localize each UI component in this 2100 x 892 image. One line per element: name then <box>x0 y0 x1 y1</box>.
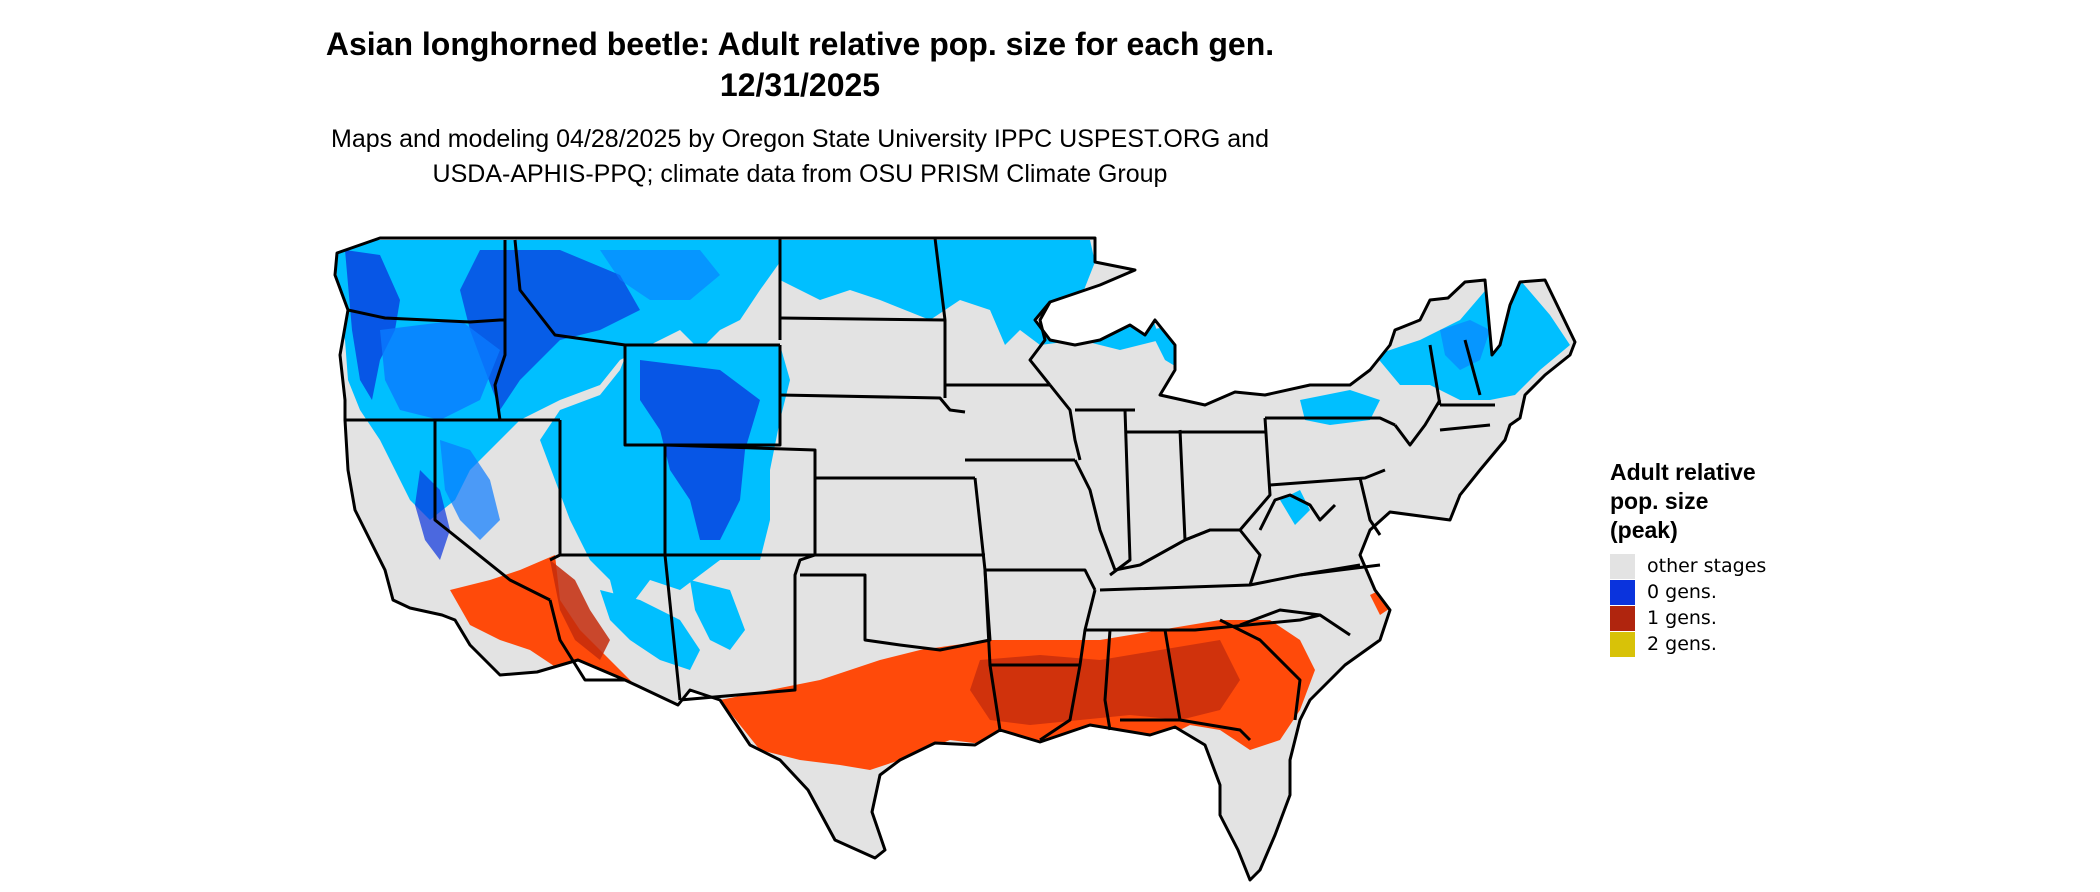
border-id-west <box>493 240 507 421</box>
legend-label: 0 gens. <box>1647 581 1717 603</box>
legend-item-2-gens: 2 gens. <box>1610 631 1790 657</box>
title-line-1: Asian longhorned beetle: Adult relative … <box>325 26 1275 62</box>
legend-title-line: pop. size <box>1610 488 1709 514</box>
map-subtitle: Maps and modeling 04/28/2025 by Oregon S… <box>225 122 1375 192</box>
legend-swatch <box>1610 605 1635 631</box>
border-co <box>664 443 817 557</box>
border-vt-nh <box>1428 344 1442 406</box>
border-md-de <box>1358 477 1382 536</box>
cold-zone-new-mexico <box>690 580 745 650</box>
border-sc-nc <box>1239 608 1351 637</box>
border-nm-tx <box>679 553 816 702</box>
cold-zone-montana-mid <box>600 250 720 300</box>
map-title: Asian longhorned beetle: Adult relative … <box>225 24 1375 106</box>
border-mo-east <box>1073 459 1117 571</box>
border-ny-east <box>1393 399 1442 447</box>
border-pa-south <box>1269 468 1386 487</box>
border-ct-ri <box>1439 423 1491 432</box>
legend-item-1-gens: 1 gens. <box>1610 605 1790 631</box>
warm-zone-arizona <box>550 560 610 660</box>
warm-zone-southern-california <box>450 555 640 700</box>
cold-zone-oregon-mid <box>380 320 500 420</box>
cold-zone-rockies-dark <box>640 360 760 540</box>
subtitle-line-1: Maps and modeling 04/28/2025 by Oregon S… <box>331 125 1269 153</box>
border-nd-east <box>933 237 947 398</box>
border-ia-il <box>1048 384 1082 461</box>
border-nh-me <box>1463 339 1482 396</box>
border-va-nc <box>1299 563 1381 577</box>
cold-zone-northwest-dark <box>345 250 400 400</box>
border-ga-sc <box>1219 618 1302 721</box>
border-nd-sd <box>779 316 946 322</box>
border-la-ms <box>988 664 1002 731</box>
state-borders <box>333 236 1577 882</box>
border-mo <box>973 477 1097 591</box>
legend-swatch <box>1610 631 1635 657</box>
legend-title: Adult relative pop. size (peak) <box>1610 458 1790 545</box>
border-pa-ny <box>1265 416 1396 427</box>
legend-swatch <box>1610 553 1635 579</box>
legend: Adult relative pop. size (peak) other st… <box>1610 458 1790 657</box>
border-ms-al <box>1103 629 1112 731</box>
legend-label: 1 gens. <box>1647 607 1717 629</box>
border-ga-fl <box>1120 718 1252 742</box>
map-shading-group <box>335 240 1570 770</box>
legend-title-line: Adult relative <box>1610 459 1756 485</box>
cold-zone-north-dakota <box>780 240 1095 345</box>
title-line-2: 12/31/2025 <box>719 67 881 103</box>
border-ca-nv <box>433 420 551 602</box>
border-ky-north <box>1114 528 1262 586</box>
cold-zone-sierra <box>415 470 450 560</box>
border-sd-ne <box>779 393 966 414</box>
legend-item-0-gens: 0 gens. <box>1610 579 1790 605</box>
subtitle-line-2: USDA-APHIS-PPQ; climate data from OSU PR… <box>432 160 1168 188</box>
legend-label: 2 gens. <box>1647 633 1717 655</box>
legend-label: other stages <box>1647 555 1767 577</box>
legend-swatch <box>1610 579 1635 605</box>
border-al-ga <box>1163 629 1182 721</box>
border-id-mt <box>513 239 626 347</box>
border-wv <box>1258 493 1337 531</box>
border-tn-south <box>1085 613 1321 632</box>
border-az-nm <box>663 554 682 701</box>
legend-title-line: (peak) <box>1610 517 1678 543</box>
border-wa-or <box>347 308 505 324</box>
border-ar-east <box>1039 589 1097 742</box>
cold-zone-new-york <box>1300 390 1380 425</box>
cold-zone-appalachia <box>1280 490 1310 525</box>
border-mn-east <box>1028 301 1052 386</box>
border-az-south <box>548 599 625 682</box>
cold-zone-nevada-ridges <box>440 440 500 540</box>
legend-item-other-stages: other stages <box>1610 553 1790 579</box>
